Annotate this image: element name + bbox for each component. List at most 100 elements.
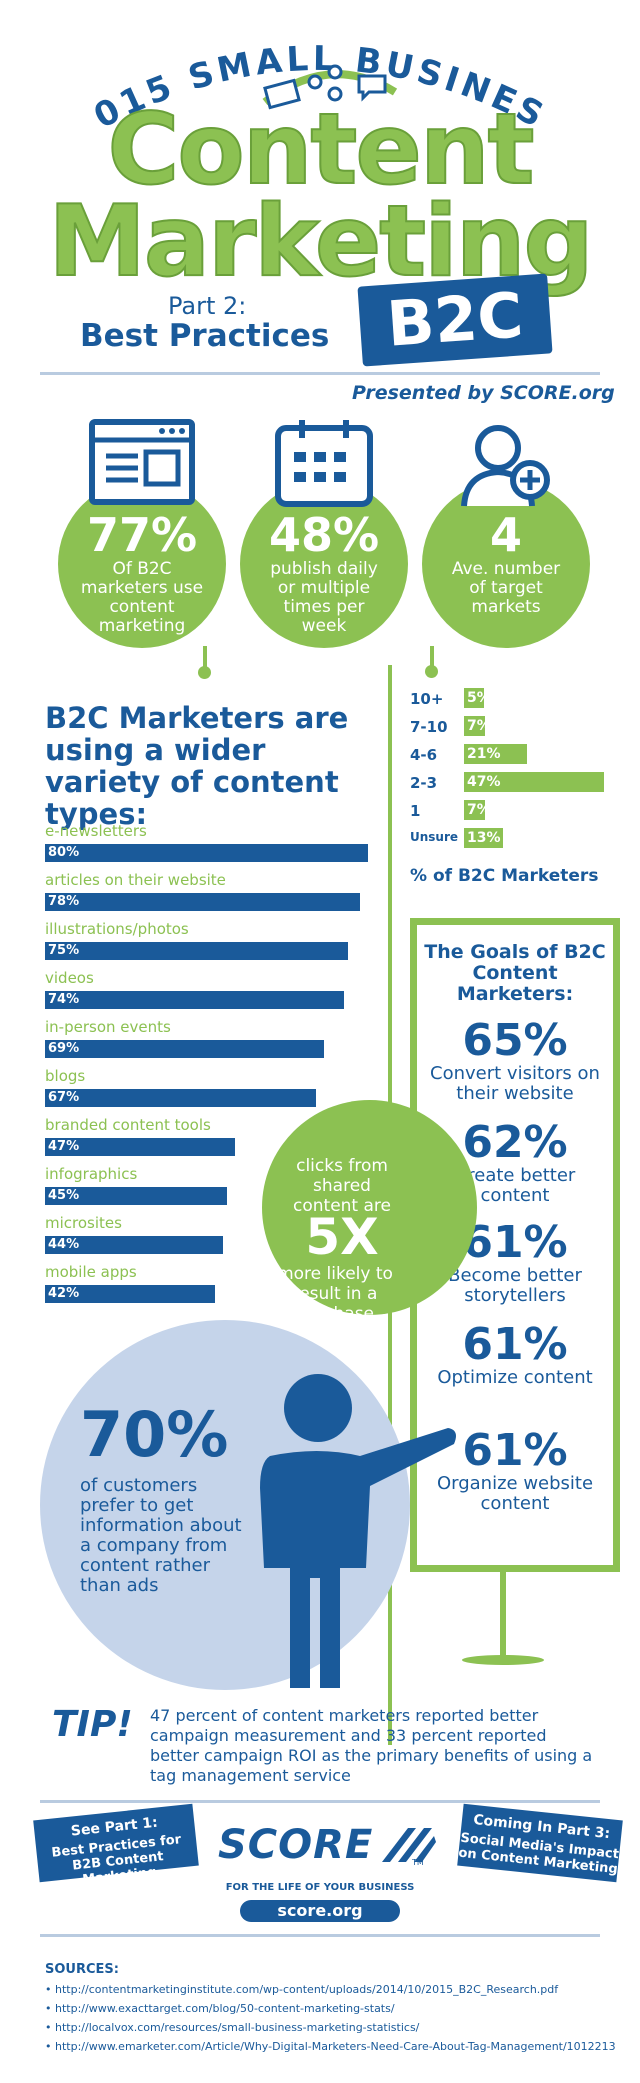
clicks-bottom: more likely to result in a purchase <box>277 1264 393 1324</box>
ct-category-label: infographics <box>45 1165 138 1183</box>
goal-pct: 61% <box>462 1425 568 1476</box>
goal-item: 65% Convert visitors on their website <box>420 1018 610 1104</box>
tm-bar: 5% <box>464 688 491 708</box>
tm-category-label: 7-10 <box>410 718 448 736</box>
sources-list: • http://contentmarketinginstitute.com/w… <box>45 1980 635 2056</box>
ct-bar: 78% <box>45 893 360 911</box>
stem <box>430 646 434 670</box>
part-3-tag[interactable]: Coming In Part 3: Social Media's Impact … <box>457 1803 623 1883</box>
goal-text: Create better content <box>454 1165 576 1206</box>
ct-bar: 45% <box>45 1187 227 1205</box>
clicks-circle <box>262 1100 477 1315</box>
ct-category-label: microsites <box>45 1214 122 1232</box>
stat-circle-1: 77% Of B2C marketers use content marketi… <box>58 480 226 648</box>
part-label: Part 2: <box>168 292 247 320</box>
board-stand <box>500 1565 506 1660</box>
content-types-heading: B2C Marketers are using a wider variety … <box>45 701 349 831</box>
ct-category-label: blogs <box>45 1067 86 1085</box>
source-item[interactable]: • http://www.emarketer.com/Article/Why-D… <box>45 2040 616 2053</box>
clicks-value: 5X <box>305 1208 379 1266</box>
goal-text: Optimize content <box>437 1367 593 1388</box>
user-add-icon <box>461 425 550 507</box>
ct-category-label: mobile apps <box>45 1263 137 1281</box>
tm-category-label: 1 <box>410 802 421 820</box>
goal-pct: 61% <box>462 1319 568 1370</box>
source-item[interactable]: • http://www.exacttarget.com/blog/50-con… <box>45 2002 395 2015</box>
score-url[interactable]: score.org <box>240 1900 400 1922</box>
stat-text: Ave. number of target markets <box>451 559 561 617</box>
content-types-chart: e-newsletters 80% articles on their websit… <box>45 822 385 1312</box>
footer-divider-top <box>40 1800 600 1803</box>
ct-category-label: branded content tools <box>45 1116 211 1134</box>
ct-bar: 67% <box>45 1089 316 1107</box>
tm-bar: 47% <box>464 772 604 792</box>
stem-dot <box>425 665 438 678</box>
ct-category-label: illustrations/photos <box>45 920 189 938</box>
footer-divider-bottom <box>40 1934 600 1937</box>
score-logo-stripes-icon <box>382 1828 436 1862</box>
ct-bar: 47% <box>45 1138 235 1156</box>
stat-text: publish daily or multiple times per week <box>270 559 378 636</box>
goals-heading: The Goals of B2C Content Marketers: <box>424 941 606 1005</box>
target-markets-caption: % of B2C Marketers <box>410 866 599 886</box>
ct-category-label: articles on their website <box>45 871 226 889</box>
ct-bar: 75% <box>45 942 348 960</box>
ct-category-label: e-newsletters <box>45 822 147 840</box>
tm-bar: 21% <box>464 744 527 764</box>
b2c-badge: B2C <box>357 273 553 367</box>
ct-bar: 44% <box>45 1236 223 1254</box>
goal-pct: 65% <box>462 1015 568 1066</box>
tip-text: 47 percent of content marketers reported… <box>150 1706 593 1785</box>
tip-label: TIP! <box>52 1704 133 1745</box>
ct-category-label: in-person events <box>45 1018 171 1036</box>
header-divider <box>40 372 600 375</box>
customers-value: 70% <box>80 1398 229 1471</box>
ct-bar: 80% <box>45 844 368 862</box>
goal-item: 61% Optimize content <box>420 1322 610 1388</box>
stat-circle-2: 48% publish daily or multiple times per … <box>240 480 408 648</box>
stat-value: 4 <box>489 508 522 562</box>
ct-bar: 69% <box>45 1040 324 1058</box>
ct-category-label: videos <box>45 969 94 987</box>
calendar-icon <box>275 420 373 507</box>
stem <box>203 646 207 672</box>
stat-value: 77% <box>86 508 198 562</box>
tm-bar: 13% <box>464 828 503 848</box>
tm-bar: 7% <box>464 716 491 736</box>
see-part-1-tag[interactable]: See Part 1: Best Practices for B2B Conte… <box>33 1803 199 1888</box>
clicks-top: clicks from shared content are <box>293 1156 391 1216</box>
goal-text: Organize website content <box>436 1473 594 1514</box>
goal-pct: 61% <box>462 1217 568 1268</box>
tm-category-label: 10+ <box>410 690 444 708</box>
person-pointing-icon <box>260 1374 456 1688</box>
title-content: Content <box>107 93 536 207</box>
score-tm: TM <box>412 1858 424 1867</box>
customers-text: of customers prefer to get information a… <box>80 1475 242 1596</box>
share-network-icon <box>262 64 398 110</box>
sources-heading: SOURCES: <box>45 1962 119 1977</box>
tm-category-label: 2-3 <box>410 774 438 792</box>
ct-bar: 74% <box>45 991 344 1009</box>
source-item[interactable]: • http://contentmarketinginstitute.com/w… <box>45 1983 559 1996</box>
goal-item: 61% Organize website content <box>420 1428 610 1514</box>
score-tagline: FOR THE LIFE OF YOUR BUSINESS <box>225 1882 415 1893</box>
goal-text: Convert visitors on their website <box>430 1063 600 1104</box>
ct-bar: 42% <box>45 1285 215 1303</box>
target-markets-chart: 10+ 5% 7-10 7% 4-6 21% 2-3 47% 1 7% Unsure 13% <box>410 688 630 858</box>
goal-item: 62% Create better content <box>420 1120 610 1206</box>
goal-item: 61% Become better storytellers <box>420 1220 610 1306</box>
goal-pct: 62% <box>462 1117 568 1168</box>
stat-circle-3: 4 Ave. number of target markets <box>422 480 590 648</box>
source-item[interactable]: • http://localvox.com/resources/small-bu… <box>45 2021 420 2034</box>
goal-text: Become better storytellers <box>448 1265 582 1306</box>
tm-category-label: 4-6 <box>410 746 438 764</box>
stem-dot <box>198 666 211 679</box>
presented-by: Presented by SCORE.org <box>352 382 615 404</box>
stat-value: 48% <box>268 508 380 562</box>
stat-text: Of B2C marketers use content marketing <box>80 559 204 636</box>
part-title: Best Practices <box>80 318 330 354</box>
browser-window-icon <box>89 419 195 505</box>
board-base <box>462 1655 544 1665</box>
tm-bar: 7% <box>464 800 491 820</box>
score-logo: SCORE <box>218 1822 374 1868</box>
